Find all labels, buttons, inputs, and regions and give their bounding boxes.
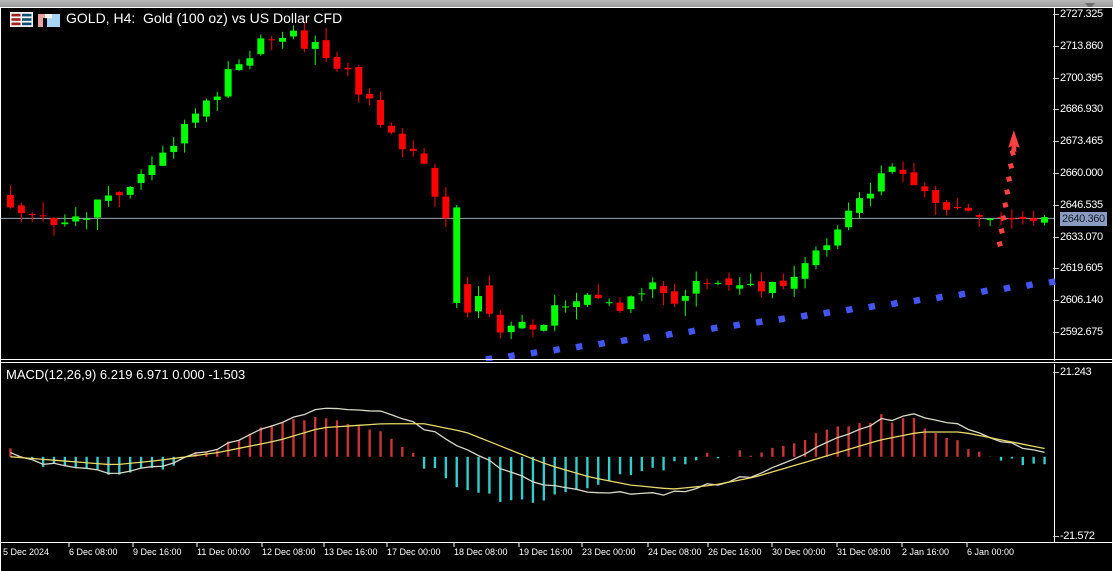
svg-text:GOLD, H4: Gold (100 oz) vs US: GOLD, H4: Gold (100 oz) vs US Dollar CFD [66, 10, 342, 26]
